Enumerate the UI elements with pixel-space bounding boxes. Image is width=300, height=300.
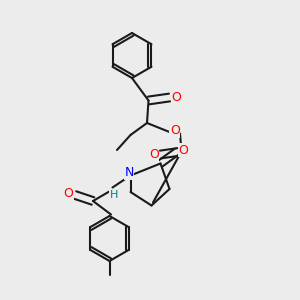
Text: O: O <box>179 143 188 157</box>
Text: N: N <box>124 166 134 179</box>
Text: O: O <box>171 91 181 104</box>
Text: O: O <box>149 148 159 161</box>
Text: O: O <box>170 124 180 137</box>
Text: O: O <box>64 187 73 200</box>
Text: H: H <box>110 190 118 200</box>
